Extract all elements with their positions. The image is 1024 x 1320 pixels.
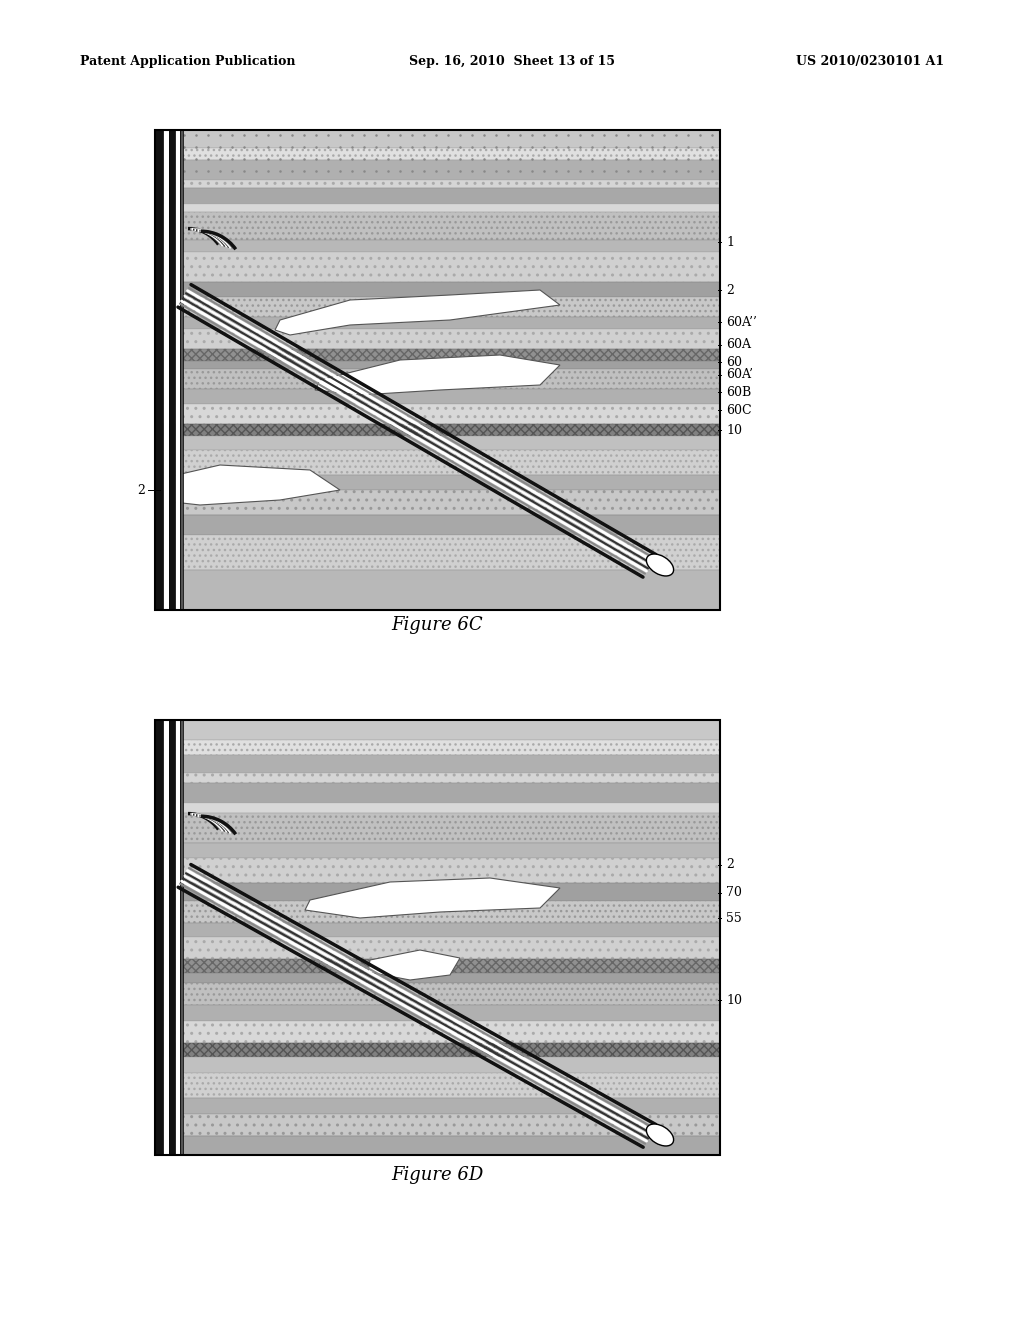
- Bar: [180, 129, 183, 610]
- Bar: [155, 973, 720, 983]
- Text: 10: 10: [726, 994, 742, 1006]
- Bar: [155, 148, 720, 160]
- Text: 60A’: 60A’: [726, 368, 753, 381]
- Bar: [155, 282, 720, 297]
- Bar: [155, 329, 720, 348]
- Polygon shape: [275, 290, 560, 335]
- Bar: [169, 719, 175, 1155]
- Bar: [155, 213, 720, 240]
- Text: 55: 55: [726, 912, 741, 924]
- Bar: [155, 389, 720, 404]
- Text: 60B: 60B: [726, 385, 752, 399]
- Text: 2: 2: [137, 483, 145, 496]
- Bar: [155, 436, 720, 450]
- Ellipse shape: [646, 1125, 674, 1146]
- Bar: [155, 249, 720, 271]
- Bar: [155, 902, 720, 923]
- Bar: [155, 317, 720, 329]
- Bar: [175, 129, 180, 610]
- Polygon shape: [315, 355, 560, 395]
- Text: Figure 6C: Figure 6C: [391, 616, 482, 634]
- Text: US 2010/0230101 A1: US 2010/0230101 A1: [796, 55, 944, 69]
- Bar: [155, 535, 720, 570]
- Bar: [155, 180, 720, 201]
- Bar: [155, 1114, 720, 1137]
- Bar: [155, 719, 720, 1155]
- Text: 60A: 60A: [726, 338, 751, 351]
- Bar: [155, 570, 720, 610]
- Text: 60: 60: [726, 355, 742, 368]
- Bar: [155, 774, 720, 783]
- Bar: [175, 719, 180, 1155]
- Polygon shape: [155, 465, 340, 506]
- Bar: [155, 1043, 720, 1057]
- Bar: [155, 160, 720, 180]
- Bar: [155, 883, 720, 902]
- Bar: [155, 240, 720, 252]
- Text: 2: 2: [726, 284, 734, 297]
- Bar: [155, 1098, 720, 1114]
- Bar: [155, 1057, 720, 1073]
- Bar: [155, 983, 720, 1005]
- Bar: [155, 180, 720, 187]
- Text: 60C: 60C: [726, 404, 752, 417]
- Bar: [180, 719, 183, 1155]
- Bar: [155, 813, 720, 843]
- Bar: [155, 755, 720, 774]
- Bar: [155, 741, 720, 755]
- Bar: [155, 1020, 720, 1043]
- Bar: [169, 129, 175, 610]
- Bar: [155, 297, 720, 317]
- Bar: [155, 515, 720, 535]
- Bar: [155, 205, 720, 213]
- Bar: [155, 783, 720, 803]
- Bar: [155, 923, 720, 937]
- Bar: [155, 858, 720, 883]
- Polygon shape: [305, 878, 560, 917]
- Bar: [155, 210, 720, 230]
- Text: Sep. 16, 2010  Sheet 13 of 15: Sep. 16, 2010 Sheet 13 of 15: [409, 55, 615, 69]
- Text: Patent Application Publication: Patent Application Publication: [80, 55, 296, 69]
- Bar: [155, 187, 720, 205]
- Bar: [155, 843, 720, 858]
- Text: 60A’’: 60A’’: [726, 315, 757, 329]
- Bar: [155, 404, 720, 424]
- Text: 10: 10: [726, 424, 742, 437]
- Bar: [155, 370, 720, 389]
- Bar: [155, 719, 163, 1155]
- Text: 70: 70: [726, 887, 741, 899]
- Bar: [155, 450, 720, 475]
- Bar: [155, 475, 720, 490]
- Text: 1: 1: [726, 235, 734, 248]
- Bar: [155, 1137, 720, 1155]
- Bar: [155, 129, 720, 148]
- Bar: [155, 129, 720, 180]
- Bar: [155, 719, 720, 741]
- Bar: [155, 129, 163, 610]
- Bar: [163, 719, 169, 1155]
- Bar: [155, 960, 720, 973]
- Bar: [163, 129, 169, 610]
- Bar: [155, 490, 720, 515]
- Text: 2: 2: [726, 858, 734, 871]
- Bar: [155, 201, 720, 220]
- Polygon shape: [368, 950, 460, 979]
- Text: Figure 6D: Figure 6D: [391, 1166, 483, 1184]
- Ellipse shape: [646, 554, 674, 576]
- Bar: [155, 937, 720, 960]
- Bar: [155, 424, 720, 436]
- Bar: [155, 1073, 720, 1098]
- Bar: [155, 348, 720, 360]
- Bar: [155, 803, 720, 813]
- Bar: [155, 230, 720, 249]
- Bar: [155, 1005, 720, 1020]
- Bar: [155, 252, 720, 282]
- Bar: [155, 360, 720, 370]
- Bar: [155, 129, 720, 610]
